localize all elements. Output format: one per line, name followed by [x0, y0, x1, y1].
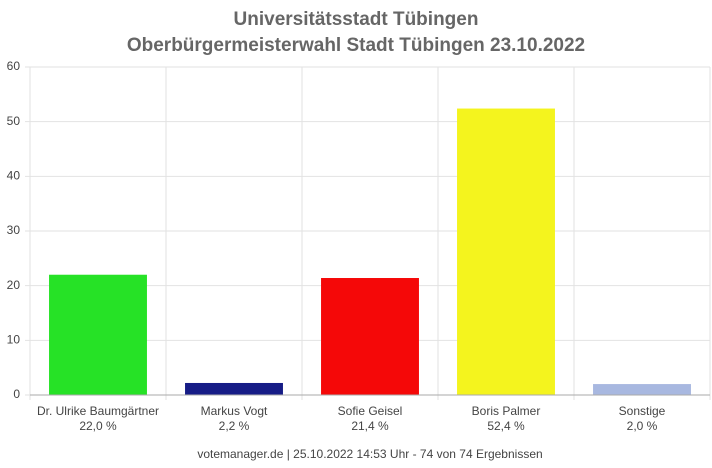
- y-tick-label: 0: [13, 387, 20, 401]
- y-tick-label: 30: [7, 223, 21, 237]
- value-label: 52,4 %: [487, 419, 525, 433]
- chart-title: Universitätsstadt Tübingen: [234, 9, 479, 30]
- value-label: 22,0 %: [79, 419, 117, 433]
- footer: votemanager.de | 25.10.2022 14:53 Uhr - …: [197, 447, 542, 461]
- x-tick-label: Sonstige: [619, 404, 666, 418]
- x-tick-label: Boris Palmer: [472, 404, 541, 418]
- y-tick-label: 60: [7, 59, 21, 73]
- x-tick-label: Markus Vogt: [201, 404, 268, 418]
- y-tick-label: 50: [7, 114, 21, 128]
- chart-subtitle: Oberbürgermeisterwahl Stadt Tübingen 23.…: [127, 35, 585, 56]
- bar: [457, 108, 555, 396]
- x-tick-label: Dr. Ulrike Baumgärtner: [37, 404, 159, 418]
- value-label: 2,0 %: [627, 419, 658, 433]
- value-label: 21,4 %: [351, 419, 389, 433]
- bar: [593, 384, 691, 395]
- value-label: 2,2 %: [219, 419, 250, 433]
- bar: [49, 274, 147, 395]
- x-tick-label: Sofie Geisel: [338, 404, 403, 418]
- y-tick-label: 10: [7, 333, 21, 347]
- y-tick-label: 20: [7, 278, 21, 292]
- y-tick-label: 40: [7, 169, 21, 183]
- bar: [321, 278, 419, 395]
- bar: [185, 382, 283, 395]
